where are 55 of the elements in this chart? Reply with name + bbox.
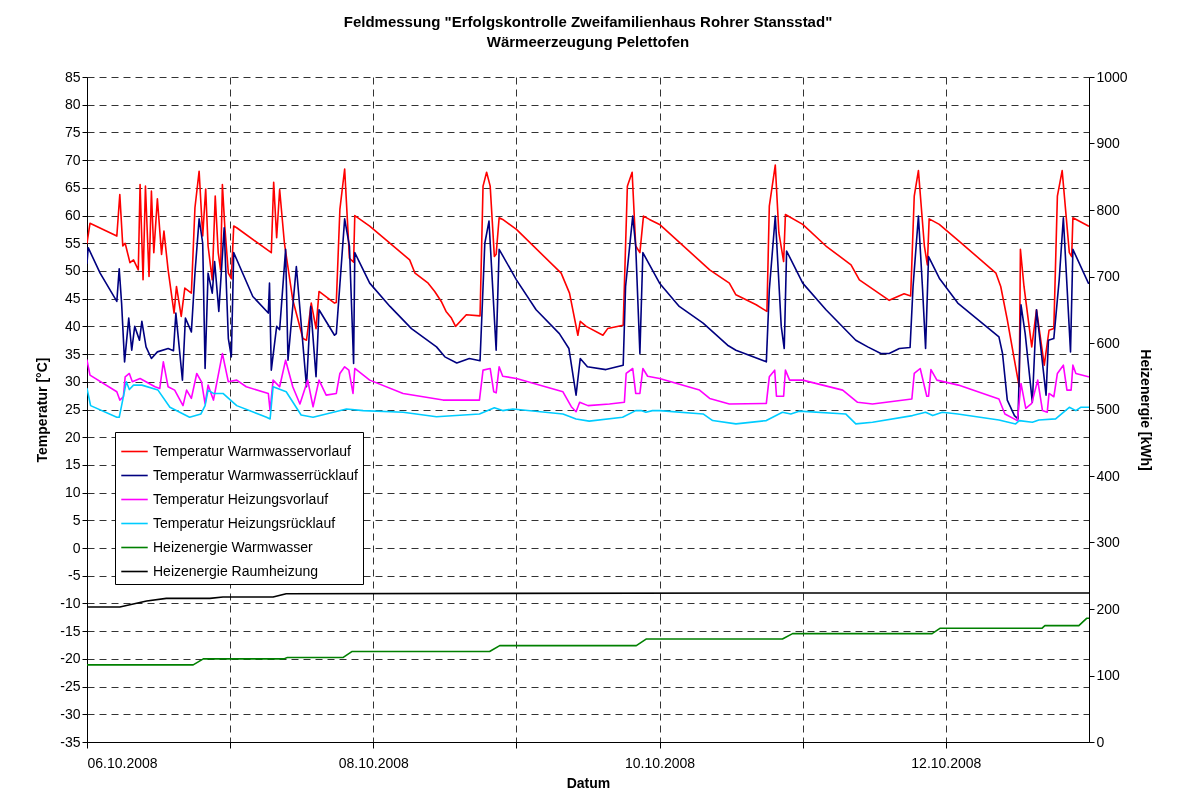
y2-tick-label: 900 [1096, 135, 1121, 151]
line-series [87, 617, 1089, 666]
y-tick-label: -25 [60, 678, 81, 695]
line-series [87, 352, 1089, 422]
chart-title: Feldmessung "Erfolgskontrolle Zweifamilienhaus Rohrer Stansstad" [343, 13, 833, 30]
y-tick-label: 85 [64, 68, 81, 85]
y2-tick-label: 200 [1096, 600, 1121, 617]
legend-label: Temperatur Heizungsrücklauf [153, 514, 336, 531]
y-tick-label: 45 [64, 290, 81, 307]
y2-tick-label: 300 [1096, 534, 1121, 550]
y2-tick-label: 700 [1096, 268, 1121, 284]
y2-axis-title: Heizenergie [kWh] [1137, 349, 1154, 471]
x-tick-label: 08.10.2008 [338, 754, 410, 771]
y2-tick-label: 500 [1096, 401, 1121, 417]
y2-tick-label: 800 [1096, 201, 1121, 218]
chart-subtitle: Wärmeerzeugung Pelettofen [486, 33, 690, 50]
x-tick-label: 10.10.2008 [625, 754, 696, 771]
y-tick-label: 70 [64, 151, 81, 168]
y-tick-label: 40 [64, 317, 81, 334]
y-tick-label: 20 [64, 428, 81, 445]
legend-label: Temperatur Warmwasserrücklauf [153, 466, 358, 483]
y-tick-label: 0 [72, 539, 81, 556]
y-tick-label: 15 [64, 456, 81, 473]
x-tick-label: 06.10.2008 [87, 754, 158, 771]
y-tick-label: 65 [64, 179, 81, 196]
y-tick-label: -10 [60, 594, 81, 611]
line-series [87, 215, 1089, 420]
y-tick-label: 35 [64, 345, 81, 362]
y-axis-title: Temperatur [°C] [34, 357, 51, 463]
y-tick-label: -20 [60, 650, 81, 667]
y-tick-label: 60 [64, 207, 81, 224]
y-tick-label: -5 [68, 567, 81, 584]
x-tick-label: 12.10.2008 [911, 754, 982, 771]
line-series [87, 380, 1089, 425]
y-tick-label: 25 [64, 401, 81, 417]
y-tick-label: 30 [64, 373, 81, 390]
y-tick-label: -15 [60, 622, 81, 639]
y2-tick-label: 400 [1096, 467, 1121, 484]
y-tick-label: 55 [64, 234, 81, 251]
y-tick-label: -35 [60, 733, 81, 750]
y2-tick-label: 600 [1096, 334, 1121, 351]
y-tick-label: -30 [60, 705, 81, 722]
y2-tick-label: 0 [1096, 733, 1105, 750]
legend-label: Temperatur Warmwasservorlauf [153, 442, 351, 459]
y-tick-label: 80 [64, 96, 81, 113]
y2-tick-label: 1000 [1096, 68, 1128, 85]
y-tick-label: 5 [72, 511, 81, 528]
legend-label: Heizenergie Warmwasser [153, 538, 314, 555]
x-axis-title: Datum [566, 774, 611, 791]
y-tick-label: 10 [64, 484, 81, 501]
legend-label: Heizenergie Raumheizung [153, 562, 318, 579]
y2-tick-label: 100 [1096, 667, 1121, 683]
y-tick-label: 50 [64, 262, 81, 279]
y-tick-label: 75 [64, 123, 81, 140]
legend-label: Temperatur Heizungsvorlauf [153, 490, 329, 507]
